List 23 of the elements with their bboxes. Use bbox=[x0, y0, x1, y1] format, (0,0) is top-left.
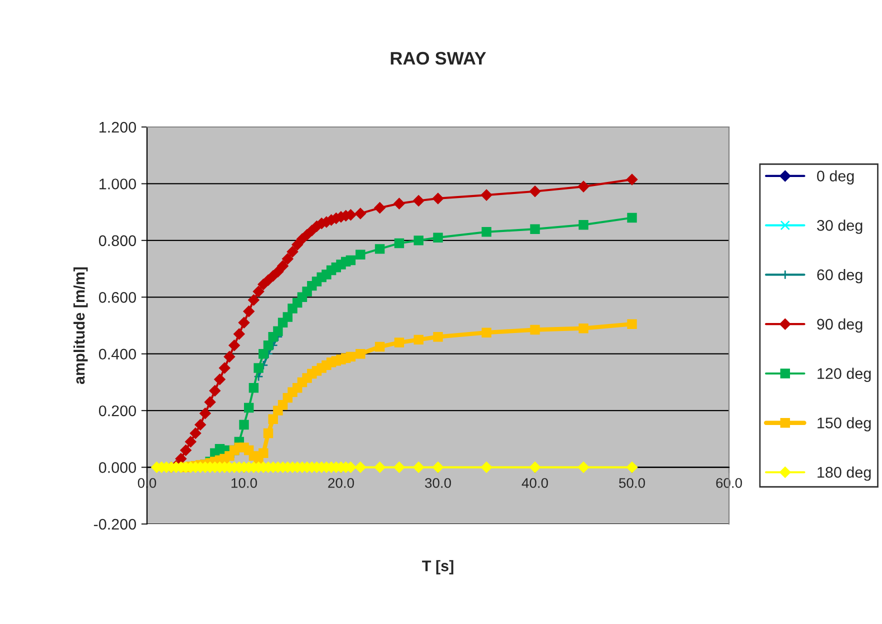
legend-label: 180 deg bbox=[818, 466, 871, 481]
legend-label: 30 deg bbox=[817, 220, 862, 234]
y-tick-label: 1.200 bbox=[100, 122, 136, 133]
legend-label: 60 deg bbox=[817, 269, 862, 284]
y-tick-label: 0.800 bbox=[98, 235, 136, 246]
y-tick-label: 0.400 bbox=[98, 348, 136, 360]
y-tick-label: 0.200 bbox=[98, 405, 136, 416]
x-tick-label: 30.0 bbox=[425, 478, 451, 488]
legend-label: 90 deg bbox=[817, 318, 862, 333]
x-tick-label: 40.0 bbox=[522, 478, 548, 488]
y-tick-label: 1.000 bbox=[100, 178, 136, 190]
legend-label: 0 deg bbox=[817, 170, 854, 184]
x-tick-label: 20.0 bbox=[328, 478, 354, 488]
chart-title: RAO SWAY bbox=[390, 52, 486, 65]
x-tick-label: 10.0 bbox=[232, 478, 257, 488]
x-axis-title: T [s] bbox=[422, 560, 454, 574]
legend-label: 150 deg bbox=[818, 417, 871, 432]
y-tick-label: -0.200 bbox=[94, 518, 136, 530]
x-tick-label: 50.0 bbox=[619, 478, 645, 488]
legend-label: 120 deg bbox=[818, 368, 871, 382]
y-axis-title: amplitude [m/m] bbox=[73, 267, 88, 384]
y-tick-label: 0.000 bbox=[98, 462, 136, 473]
y-tick-label: 0.600 bbox=[98, 292, 136, 303]
